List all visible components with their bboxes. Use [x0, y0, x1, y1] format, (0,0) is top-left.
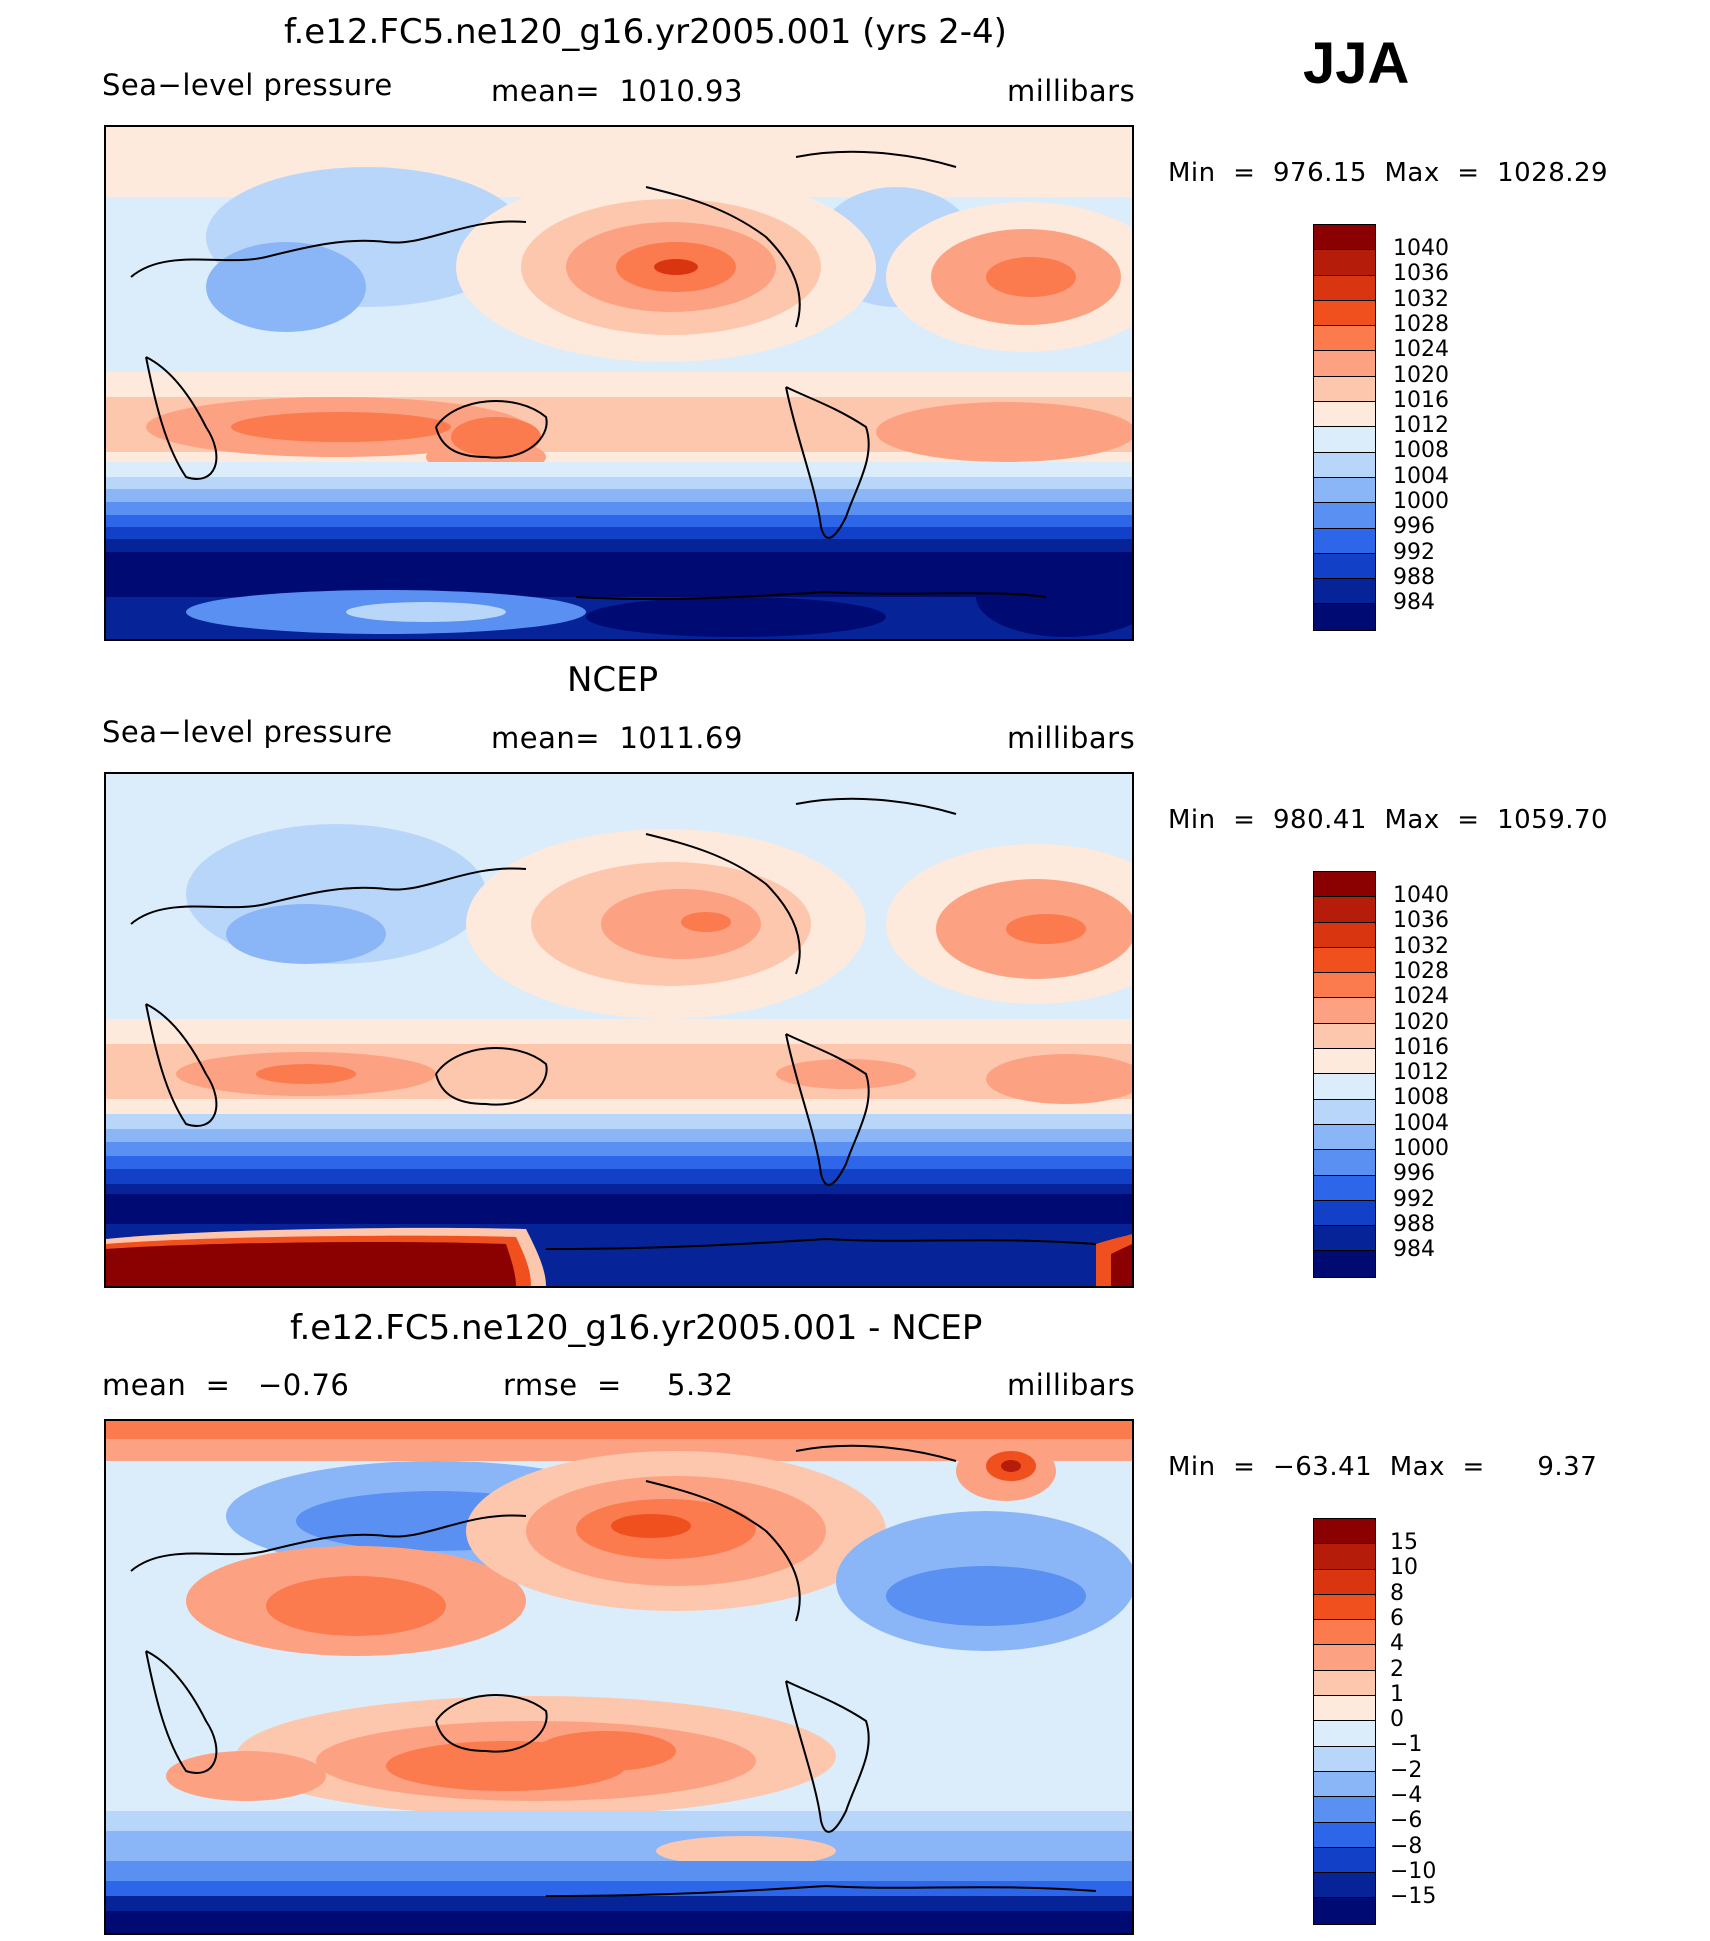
panel-2-minmax: Min = 980.41 Max = 1059.70: [1168, 805, 1609, 835]
colorbar-slp-1: [1313, 224, 1376, 631]
panel-1-mean: mean= 1010.93: [491, 74, 743, 108]
colorbar-diff-label: −2: [1390, 1757, 1423, 1783]
panel-3-rmse-value: 5.32: [667, 1368, 734, 1402]
colorbar-diff-label: 0: [1390, 1707, 1404, 1733]
colorbar-slp-2-label: 1000: [1393, 1136, 1449, 1161]
panel-1-variable: Sea−level pressure: [102, 68, 393, 102]
colorbar-slp-1-label: 988: [1393, 564, 1435, 590]
colorbar-slp-1-label: 1028: [1393, 311, 1449, 337]
colorbar-slp-2-label: 1004: [1393, 1110, 1449, 1136]
colorbar-slp-2-label: 1040: [1393, 883, 1449, 908]
panel-1-units: millibars: [1007, 74, 1136, 108]
colorbar-diff-label: −4: [1390, 1783, 1423, 1808]
colorbar-slp-1-label: 1024: [1393, 337, 1449, 363]
colorbar-diff-label: 6: [1390, 1605, 1404, 1631]
colorbar-diff-label: −10: [1390, 1858, 1437, 1884]
colorbar-diff-label: 1: [1390, 1681, 1404, 1707]
colorbar-slp-1-label: 992: [1393, 539, 1435, 565]
map-difference: [104, 1419, 1134, 1935]
panel-3-minmax: Min = −63.41 Max = 9.37: [1168, 1452, 1598, 1482]
colorbar-diff-label: 2: [1390, 1656, 1404, 1682]
colorbar-slp-2-label: 1012: [1393, 1060, 1449, 1086]
colorbar-diff-label: 8: [1390, 1580, 1404, 1606]
colorbar-diff-label: −15: [1390, 1884, 1437, 1910]
panel-3-mean-value: −0.76: [258, 1368, 350, 1402]
colorbar-diff-label: −8: [1390, 1833, 1423, 1859]
colorbar-slp-2-label: 1036: [1393, 908, 1449, 934]
colorbar-slp-2: [1313, 871, 1376, 1278]
colorbar-slp-1-label: 1012: [1393, 413, 1449, 439]
panel-3-mean-label: mean =: [102, 1368, 231, 1402]
colorbar-slp-1-label: 1020: [1393, 362, 1449, 388]
panel-2-variable: Sea−level pressure: [102, 715, 393, 749]
panel-1-title: f.e12.FC5.ne120_g16.yr2005.001 (yrs 2-4): [284, 12, 1007, 52]
colorbar-diff-label: 4: [1390, 1631, 1404, 1657]
colorbar-diff-label: −6: [1390, 1808, 1423, 1834]
colorbar-diff-label: 10: [1390, 1555, 1418, 1581]
panel-1-minmax: Min = 976.15 Max = 1028.29: [1168, 158, 1609, 188]
panel-2-title: NCEP: [567, 660, 659, 700]
season-label: JJA: [1303, 31, 1410, 96]
colorbar-slp-2-label: 1032: [1393, 933, 1449, 959]
colorbar-slp-2-label: 996: [1393, 1161, 1435, 1187]
colorbar-slp-2-label: 1028: [1393, 958, 1449, 984]
colorbar-diff-label: −1: [1390, 1732, 1423, 1758]
colorbar-slp-2-label: 992: [1393, 1186, 1435, 1212]
colorbar-slp-2-label: 984: [1393, 1237, 1435, 1263]
panel-2-mean: mean= 1011.69: [491, 721, 743, 755]
colorbar-slp-2-label: 988: [1393, 1211, 1435, 1237]
colorbar-slp-2-label: 1016: [1393, 1034, 1449, 1060]
panel-3-units: millibars: [1007, 1368, 1136, 1402]
panel-2-units: millibars: [1007, 721, 1136, 755]
colorbar-diff: [1313, 1518, 1376, 1925]
map-model-slp: [104, 125, 1134, 641]
colorbar-slp-1-label: 1008: [1393, 438, 1449, 464]
colorbar-slp-1-label: 1016: [1393, 387, 1449, 413]
colorbar-slp-2-label: 1008: [1393, 1085, 1449, 1111]
colorbar-slp-1-label: 1032: [1393, 286, 1449, 312]
colorbar-slp-1-label: 1036: [1393, 261, 1449, 287]
panel-3-rmse-label: rmse =: [503, 1368, 622, 1402]
colorbar-slp-2-label: 1020: [1393, 1009, 1449, 1035]
colorbar-slp-1-label: 1000: [1393, 489, 1449, 514]
colorbar-slp-1-label: 1004: [1393, 463, 1449, 489]
map-ncep-slp: [104, 772, 1134, 1288]
colorbar-slp-1-label: 984: [1393, 590, 1435, 616]
colorbar-slp-2-label: 1024: [1393, 984, 1449, 1010]
colorbar-slp-1-label: 1040: [1393, 236, 1449, 261]
colorbar-diff-label: 15: [1390, 1530, 1418, 1555]
colorbar-slp-1-label: 996: [1393, 514, 1435, 540]
panel-3-title: f.e12.FC5.ne120_g16.yr2005.001 - NCEP: [290, 1308, 983, 1348]
